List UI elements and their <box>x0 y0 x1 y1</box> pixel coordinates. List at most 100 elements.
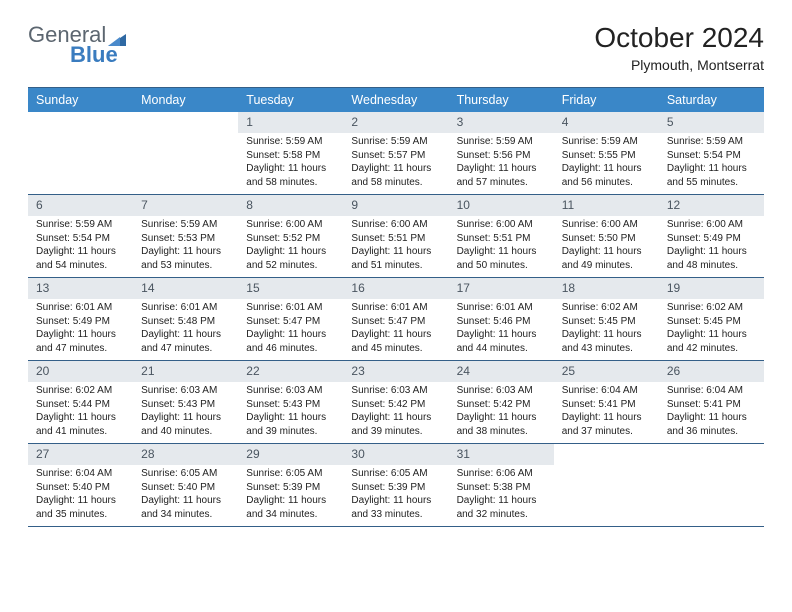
cell-body: Sunrise: 6:05 AMSunset: 5:39 PMDaylight:… <box>343 465 448 526</box>
cell-line-d2: and 57 minutes. <box>457 177 546 190</box>
cell-line-sunrise: Sunrise: 6:06 AM <box>457 468 546 481</box>
cell-line-sunset: Sunset: 5:45 PM <box>562 316 651 329</box>
cell-line-d2: and 48 minutes. <box>667 260 756 273</box>
cell-line-d1: Daylight: 11 hours <box>351 163 440 176</box>
calendar-cell: 21Sunrise: 6:03 AMSunset: 5:43 PMDayligh… <box>133 361 238 443</box>
cell-line-sunrise: Sunrise: 6:01 AM <box>351 302 440 315</box>
cell-line-d1: Daylight: 11 hours <box>141 495 230 508</box>
cell-line-sunrise: Sunrise: 6:00 AM <box>457 219 546 232</box>
cell-line-sunset: Sunset: 5:40 PM <box>141 482 230 495</box>
day-number: 14 <box>133 278 238 299</box>
cell-line-d2: and 52 minutes. <box>246 260 335 273</box>
cell-line-d1: Daylight: 11 hours <box>246 329 335 342</box>
day-number: 24 <box>449 361 554 382</box>
day-number: 19 <box>659 278 764 299</box>
cell-line-d2: and 38 minutes. <box>457 426 546 439</box>
cell-line-sunset: Sunset: 5:49 PM <box>667 233 756 246</box>
cell-line-d1: Daylight: 11 hours <box>351 495 440 508</box>
cell-line-d1: Daylight: 11 hours <box>667 329 756 342</box>
dow-wednesday: Wednesday <box>343 88 448 112</box>
cell-line-d2: and 36 minutes. <box>667 426 756 439</box>
cell-line-sunset: Sunset: 5:51 PM <box>351 233 440 246</box>
cell-body: Sunrise: 5:59 AMSunset: 5:56 PMDaylight:… <box>449 133 554 194</box>
cell-line-d2: and 40 minutes. <box>141 426 230 439</box>
cell-body: Sunrise: 6:03 AMSunset: 5:43 PMDaylight:… <box>238 382 343 443</box>
calendar-cell: 6Sunrise: 5:59 AMSunset: 5:54 PMDaylight… <box>28 195 133 277</box>
cell-line-sunrise: Sunrise: 6:01 AM <box>246 302 335 315</box>
cell-body: Sunrise: 6:02 AMSunset: 5:45 PMDaylight:… <box>659 299 764 360</box>
calendar-cell: 17Sunrise: 6:01 AMSunset: 5:46 PMDayligh… <box>449 278 554 360</box>
cell-line-d1: Daylight: 11 hours <box>562 329 651 342</box>
cell-line-d1: Daylight: 11 hours <box>246 412 335 425</box>
cell-line-d2: and 32 minutes. <box>457 509 546 522</box>
cell-line-d2: and 47 minutes. <box>141 343 230 356</box>
cell-line-d2: and 44 minutes. <box>457 343 546 356</box>
cell-body: Sunrise: 6:00 AMSunset: 5:52 PMDaylight:… <box>238 216 343 277</box>
cell-line-d2: and 42 minutes. <box>667 343 756 356</box>
cell-body: Sunrise: 5:59 AMSunset: 5:55 PMDaylight:… <box>554 133 659 194</box>
calendar-cell: 20Sunrise: 6:02 AMSunset: 5:44 PMDayligh… <box>28 361 133 443</box>
cell-line-d1: Daylight: 11 hours <box>351 412 440 425</box>
cell-body: Sunrise: 6:01 AMSunset: 5:46 PMDaylight:… <box>449 299 554 360</box>
cell-body: Sunrise: 5:59 AMSunset: 5:57 PMDaylight:… <box>343 133 448 194</box>
cell-line-d1: Daylight: 11 hours <box>562 246 651 259</box>
cell-line-d1: Daylight: 11 hours <box>351 246 440 259</box>
cell-line-sunrise: Sunrise: 6:00 AM <box>246 219 335 232</box>
week-row: 6Sunrise: 5:59 AMSunset: 5:54 PMDaylight… <box>28 195 764 278</box>
day-number: 7 <box>133 195 238 216</box>
cell-line-d1: Daylight: 11 hours <box>246 495 335 508</box>
cell-line-sunset: Sunset: 5:52 PM <box>246 233 335 246</box>
week-row: 1Sunrise: 5:59 AMSunset: 5:58 PMDaylight… <box>28 112 764 195</box>
cell-line-d1: Daylight: 11 hours <box>36 246 125 259</box>
cell-body: Sunrise: 6:01 AMSunset: 5:47 PMDaylight:… <box>343 299 448 360</box>
cell-body: Sunrise: 5:59 AMSunset: 5:54 PMDaylight:… <box>659 133 764 194</box>
cell-body: Sunrise: 6:00 AMSunset: 5:51 PMDaylight:… <box>343 216 448 277</box>
page: GeneralBlue October 2024 Plymouth, Monts… <box>0 0 792 549</box>
cell-line-d1: Daylight: 11 hours <box>667 246 756 259</box>
day-number: 5 <box>659 112 764 133</box>
cell-line-d2: and 58 minutes. <box>351 177 440 190</box>
dow-monday: Monday <box>133 88 238 112</box>
cell-body: Sunrise: 6:03 AMSunset: 5:42 PMDaylight:… <box>343 382 448 443</box>
day-number: 17 <box>449 278 554 299</box>
cell-line-sunrise: Sunrise: 6:02 AM <box>667 302 756 315</box>
cell-line-sunrise: Sunrise: 6:05 AM <box>246 468 335 481</box>
cell-line-d2: and 51 minutes. <box>351 260 440 273</box>
cell-line-sunset: Sunset: 5:53 PM <box>141 233 230 246</box>
calendar-cell: 11Sunrise: 6:00 AMSunset: 5:50 PMDayligh… <box>554 195 659 277</box>
dow-sunday: Sunday <box>28 88 133 112</box>
day-number: 12 <box>659 195 764 216</box>
calendar-cell <box>28 112 133 194</box>
calendar-cell: 5Sunrise: 5:59 AMSunset: 5:54 PMDaylight… <box>659 112 764 194</box>
day-number: 10 <box>449 195 554 216</box>
weeks-container: 1Sunrise: 5:59 AMSunset: 5:58 PMDaylight… <box>28 112 764 527</box>
cell-line-d2: and 39 minutes. <box>246 426 335 439</box>
day-number: 22 <box>238 361 343 382</box>
cell-line-d1: Daylight: 11 hours <box>246 246 335 259</box>
cell-line-d2: and 43 minutes. <box>562 343 651 356</box>
day-number: 26 <box>659 361 764 382</box>
calendar-cell: 30Sunrise: 6:05 AMSunset: 5:39 PMDayligh… <box>343 444 448 526</box>
cell-line-d1: Daylight: 11 hours <box>457 163 546 176</box>
cell-line-sunset: Sunset: 5:58 PM <box>246 150 335 163</box>
cell-line-sunrise: Sunrise: 6:02 AM <box>562 302 651 315</box>
dow-friday: Friday <box>554 88 659 112</box>
cell-line-d2: and 54 minutes. <box>36 260 125 273</box>
calendar-cell: 29Sunrise: 6:05 AMSunset: 5:39 PMDayligh… <box>238 444 343 526</box>
day-number: 6 <box>28 195 133 216</box>
day-number: 25 <box>554 361 659 382</box>
cell-line-d1: Daylight: 11 hours <box>36 412 125 425</box>
dow-thursday: Thursday <box>449 88 554 112</box>
day-number: 23 <box>343 361 448 382</box>
cell-line-d1: Daylight: 11 hours <box>562 163 651 176</box>
cell-line-sunrise: Sunrise: 5:59 AM <box>457 136 546 149</box>
cell-line-sunset: Sunset: 5:46 PM <box>457 316 546 329</box>
day-number: 9 <box>343 195 448 216</box>
cell-line-d1: Daylight: 11 hours <box>141 246 230 259</box>
title-block: October 2024 Plymouth, Montserrat <box>594 22 764 73</box>
cell-line-sunrise: Sunrise: 6:01 AM <box>141 302 230 315</box>
cell-body: Sunrise: 6:05 AMSunset: 5:40 PMDaylight:… <box>133 465 238 526</box>
calendar-cell: 31Sunrise: 6:06 AMSunset: 5:38 PMDayligh… <box>449 444 554 526</box>
calendar-cell <box>133 112 238 194</box>
day-number: 8 <box>238 195 343 216</box>
